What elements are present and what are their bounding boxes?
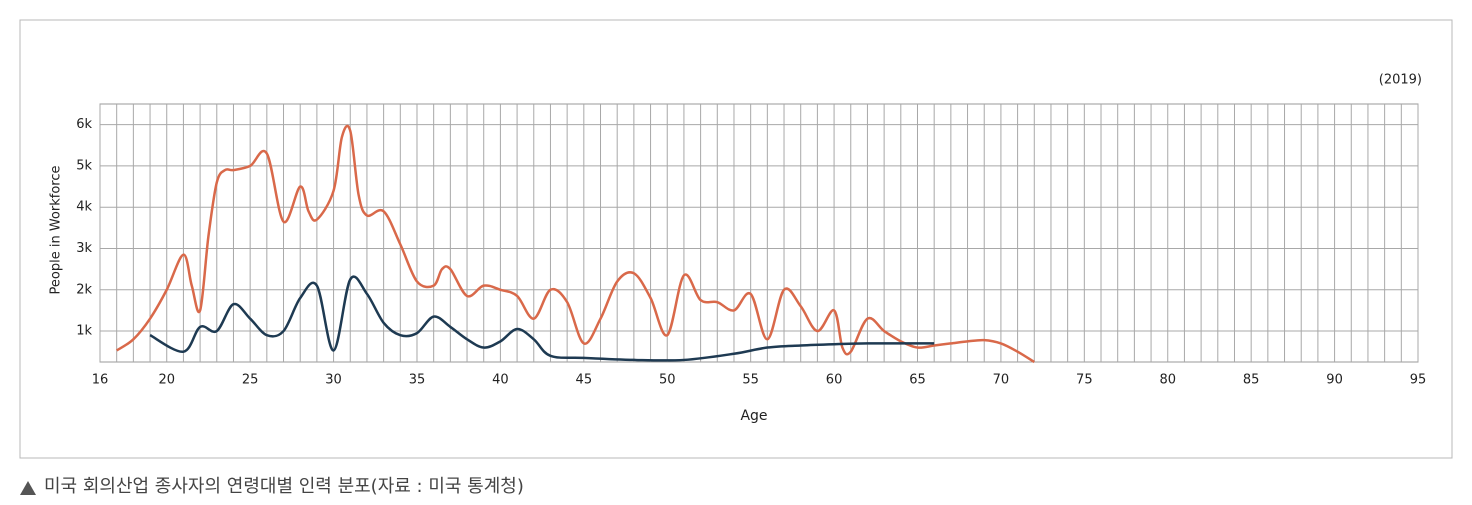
x-tick-label: 45 [576, 373, 593, 388]
data-line [149, 275, 935, 362]
x-tick-label: 70 [993, 373, 1010, 388]
y-axis-label: People in Workforce [49, 166, 64, 295]
y-tick-label: 5k [76, 158, 92, 173]
x-tick-label: 60 [826, 373, 843, 388]
x-axis-label: Age [740, 408, 767, 424]
x-tick-label: 75 [1076, 373, 1093, 388]
x-tick-label: 55 [742, 373, 759, 388]
y-tick-label: 4k [76, 200, 92, 215]
caption: 미국 회의산업 종사자의 연령대별 인력 분포(자료 : 미국 통계청) [44, 476, 524, 497]
x-tick-label: 20 [158, 373, 175, 388]
caption-marker [20, 481, 36, 495]
y-tick-label: 1k [76, 324, 92, 339]
y-tick-label: 6k [76, 117, 92, 132]
y-tick-label: 2k [76, 282, 92, 297]
x-tick-label: 65 [909, 373, 926, 388]
y-tick-label: 3k [76, 241, 92, 256]
data-line [115, 124, 1035, 364]
x-tick-label: 16 [92, 373, 109, 388]
x-tick-label: 90 [1326, 373, 1343, 388]
x-tick-label: 80 [1159, 373, 1176, 388]
x-tick-label: 85 [1243, 373, 1260, 388]
x-tick-label: 50 [659, 373, 676, 388]
x-tick-label: 30 [325, 373, 342, 388]
x-tick-label: 95 [1410, 373, 1427, 388]
chart-frame [19, 19, 1453, 459]
annotation: (2019) [1379, 73, 1422, 88]
x-tick-label: 35 [409, 373, 426, 388]
x-tick-label: 40 [492, 373, 509, 388]
x-tick-label: 25 [242, 373, 259, 388]
